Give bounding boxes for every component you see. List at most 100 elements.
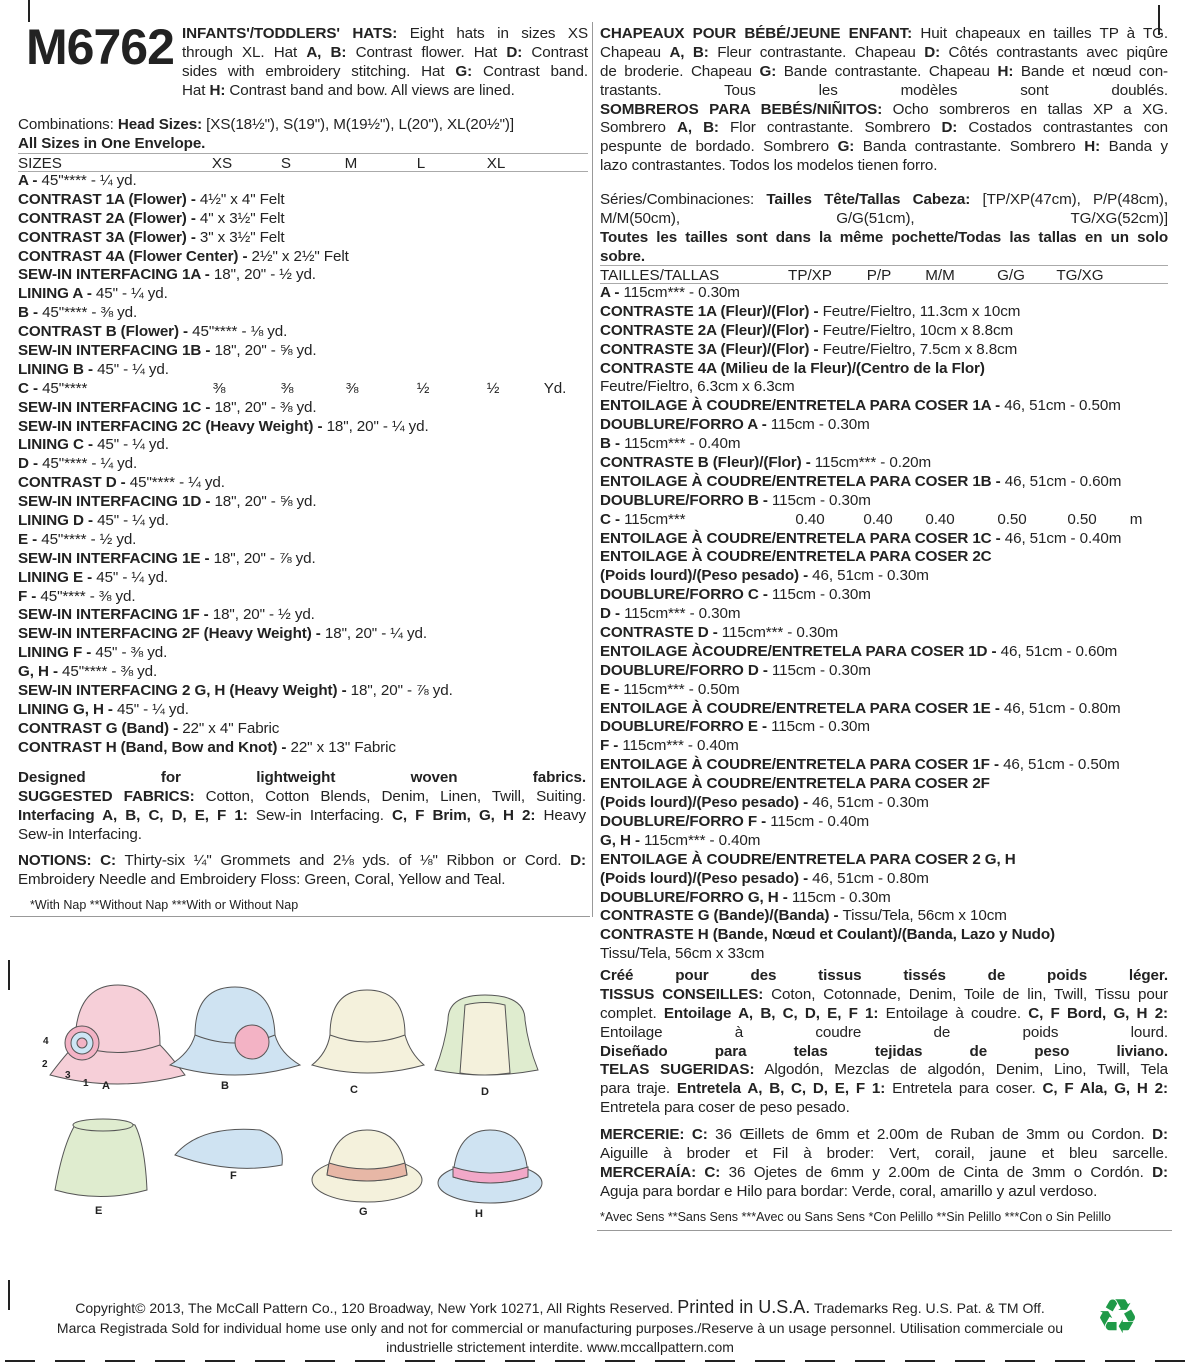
text-line: A - 115cm*** - 0.30m	[600, 284, 1168, 303]
size-value: ½	[416, 379, 430, 397]
text: Contrast band and bow. All views are lin…	[225, 81, 515, 99]
bold-text: H:	[997, 62, 1014, 80]
bold-text: DOUBLURE/FORRO E -	[600, 718, 772, 736]
hat-views-illustration	[49, 984, 543, 1204]
text-line: trastants. Tous les modèles sont doublés…	[600, 82, 1168, 101]
text-line: SEW-IN INTERFACING 1E - 18", 20" - ⅞ yd.	[18, 550, 588, 569]
bold-text: Diseñado para telas tejidas de peso livi…	[600, 1042, 1168, 1060]
text-line: DOUBLURE/FORRO D - 115cm - 0.30m	[600, 662, 1168, 681]
text: 18", 20" - ½ yd.	[213, 266, 316, 284]
english-yardage-table: A - 45"**** - ¼ yd. CONTRAST 1A (Flower) …	[18, 172, 588, 758]
text-line: CONTRASTE B (Fleur)/(Flor) - 115cm*** - …	[600, 454, 1168, 473]
bold-text: A -	[600, 284, 624, 301]
text: Aguja para bordar e Hilo para bordar: Ve…	[600, 1182, 1098, 1200]
text: Tissu/Tela, 56cm x 33cm	[600, 945, 765, 963]
bold-text: D:	[1152, 1163, 1168, 1181]
bold-text: DOUBLURE/FORRO C -	[600, 586, 772, 604]
text: Entoilage à coudre.	[878, 1004, 1029, 1022]
text: 45" - ¼ yd.	[96, 568, 169, 586]
text-line: M/M(50cm), G/G(51cm), TG/XG(52cm)]	[600, 210, 1168, 229]
hat-g-illustration	[311, 1129, 423, 1203]
bold-text: D:	[941, 119, 958, 137]
text: 18", 20" - ⅝ yd.	[214, 342, 317, 360]
text: trastants. Tous les modèles sont doublés…	[600, 81, 1168, 99]
size-col: G/G	[997, 267, 1025, 284]
text: Flor contrastante. Sombrero	[718, 119, 942, 137]
text: lazo contrastantes. Todos los modelos ti…	[600, 157, 938, 175]
text-line: Designed for lightweight woven fabrics.	[18, 769, 586, 788]
text-line: SEW-IN INTERFACING 1B - 18", 20" - ⅝ yd.	[18, 342, 588, 361]
text: 115cm - 0.40m	[770, 812, 870, 830]
bold-text: SEW-IN INTERFACING 1D -	[18, 493, 215, 511]
text: 45"****	[42, 379, 88, 397]
bold-text: ENTOILAGE À COUDRE/ENTRETELA PARA COSER …	[600, 756, 1004, 774]
text-line: C - 45"**** ⅜ ⅜ ⅜ ½ ½ Yd.	[18, 380, 588, 399]
text: 45" - ¼ yd.	[117, 700, 189, 718]
bold-text: B -	[18, 304, 43, 322]
text: [TP/XP(47cm), P/P(48cm),	[970, 191, 1168, 208]
bold-text: Entretela A, B, C, D, E, F 1:	[676, 1080, 886, 1098]
text-line: para traje. Entretela A, B, C, D, E, F 1…	[600, 1080, 1168, 1099]
text: Embroidery Needle and Embroidery Floss: …	[18, 870, 506, 888]
text: complet.	[600, 1004, 664, 1022]
text: Aiguille à broder et Fil à broder: Vert,…	[600, 1144, 1168, 1162]
text: Thirty-six ¼" Grommets and 2⅛ yds. of ⅛"…	[116, 852, 571, 869]
usage-notice: Marca Registrada Sold for individual hom…	[56, 1320, 1064, 1336]
size-value: 0.50	[1067, 510, 1097, 528]
text-line: complet. Entoilage A, B, C, D, E, F 1: E…	[600, 1005, 1168, 1024]
text-line: CONTRASTE G (Bande)/(Banda) - Tissu/Tela…	[600, 907, 1168, 926]
text-line: E - 115cm*** - 0.50m	[600, 681, 1168, 700]
size-value: 0.40	[795, 510, 825, 528]
text-line: (Poids lourd)/(Peso pesado) - 46, 51cm -…	[600, 567, 1168, 586]
text: para traje.	[600, 1080, 677, 1098]
bold-text: ENTOILAGE À COUDRE/ENTRETELA PARA COSER …	[600, 850, 1016, 868]
text: 45"**** - ⅜ yd.	[42, 304, 138, 322]
text-line: A - 45"**** - ¼ yd.	[18, 172, 588, 191]
bold-text: SEW-IN INTERFACING 2F (Heavy Weight) -	[18, 625, 325, 643]
bold-text: ENTOILAGE À COUDRE/ENTRETELA PARA COSER …	[600, 699, 1004, 717]
bold-text: CONTRASTE 2A (Fleur)/(Flor) -	[600, 321, 823, 339]
text-line: de broderie. Chapeau G: Bande contrastan…	[600, 63, 1168, 82]
text: 115cm*** - 0.20m	[814, 454, 932, 472]
bold-text: LINING B -	[18, 360, 98, 378]
text: M/M(50cm), G/G(51cm), TG/XG(52cm)]	[600, 209, 1168, 227]
bold-text: LINING G, H -	[18, 700, 118, 718]
bold-text: ENTOILAGE À COUDRE/ENTRETELA PARA COSER …	[600, 775, 990, 793]
text-line: SEW-IN INTERFACING 2F (Heavy Weight) - 1…	[18, 625, 588, 644]
bold-text: DOUBLURE/FORRO G, H -	[600, 888, 792, 906]
sizes-label: TAILLES/TALLAS	[600, 267, 720, 284]
bold-text: LINING C -	[18, 436, 98, 454]
text-line: NOTIONS: C: Thirty-six ¼" Grommets and 2…	[18, 852, 586, 871]
text: 46, 51cm - 0.60m	[1004, 472, 1122, 490]
bold-text: CONTRAST B (Flower) -	[18, 323, 193, 341]
text: 46, 51cm - 0.50m	[1004, 397, 1121, 415]
text: 18", 20" - ⅝ yd.	[214, 493, 317, 511]
bold-text: CONTRAST 4A (Flower Center) -	[18, 247, 252, 265]
view-label-e: E	[95, 1205, 103, 1217]
bold-text: CHAPEAUX POUR BÉBÉ/JEUNE ENFANT:	[600, 25, 913, 42]
text-line: ENTOILAGE À COUDRE/ENTRETELA PARA COSER …	[600, 775, 1168, 794]
bold-text: CONTRASTE B (Fleur)/(Flor) -	[600, 454, 815, 472]
text-line: Tissu/Tela, 56cm x 33cm	[600, 945, 1168, 964]
callout-4: 4	[43, 1036, 49, 1047]
text: 36 Œillets de 6mm et 2.00m de Ruban de 3…	[707, 1126, 1153, 1143]
french-spanish-description: CHAPEAUX POUR BÉBÉ/JEUNE ENFANT: Huit ch…	[600, 25, 1168, 176]
text: Banda y	[1100, 138, 1168, 156]
size-value: 0.50	[997, 510, 1027, 528]
bold-text: Créé pour des tissus tissés de poids lég…	[600, 967, 1168, 984]
text-line: CONTRASTE H (Bande, Nœud et Coulant)/(Ba…	[600, 926, 1168, 945]
text-line: Sew-in Interfacing.	[18, 826, 586, 845]
text: 115cm*** - 0.30m	[721, 624, 839, 642]
text: Contrast band.	[472, 62, 588, 80]
text: 18", 20" - ½ yd.	[212, 606, 315, 624]
text-line: CONTRASTE D - 115cm*** - 0.30m	[600, 624, 1168, 643]
text: Feutre/Fieltro, 7.5cm x 8.8cm	[822, 340, 1018, 358]
text: 18", 20" - ¼ yd.	[324, 625, 427, 643]
text: 36 Ojetes de 6mm y 2.00m de Cinta de 3mm…	[720, 1163, 1153, 1181]
bold-text: DOUBLURE/FORRO D -	[600, 661, 772, 679]
text: Sew-in Interfacing.	[18, 825, 142, 843]
text: 46, 51cm - 0.30m	[812, 794, 929, 812]
text: Sew-in Interfacing.	[247, 806, 392, 824]
text-line: Embroidery Needle and Embroidery Floss: …	[18, 871, 586, 890]
copyright-line: Copyright© 2013, The McCall Pattern Co.,…	[0, 1297, 1120, 1318]
